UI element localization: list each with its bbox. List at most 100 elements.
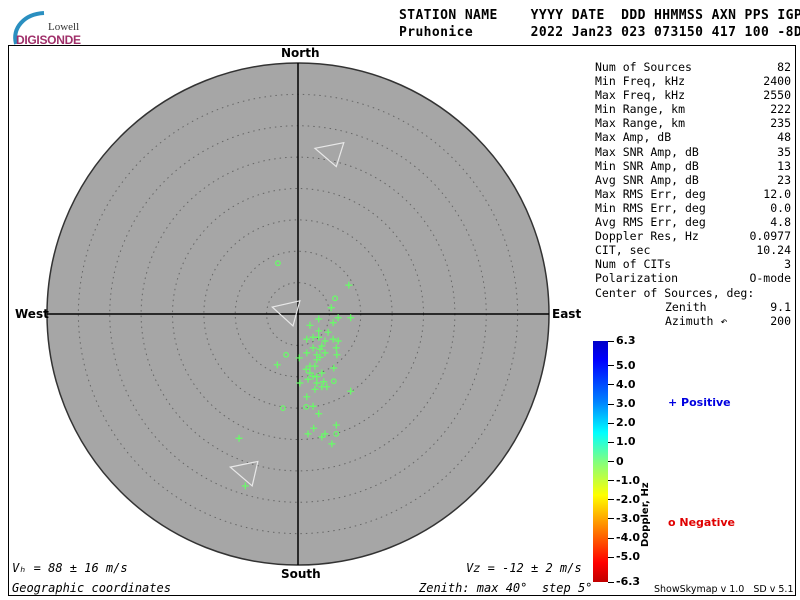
stat-row: Max SNR Amp, dB 35	[595, 145, 791, 159]
colorbar-tick: -4.0	[608, 531, 640, 544]
positive-source-mark	[296, 379, 304, 387]
colorbar-tick: 5.0	[608, 359, 636, 372]
positive-source-mark	[303, 349, 311, 357]
colorbar-tick: 2.0	[608, 416, 636, 429]
positive-source-mark	[241, 482, 249, 490]
digisonde-logo: Lowell DIGISONDE	[10, 10, 90, 47]
colorbar-label: Doppler, Hz	[640, 482, 651, 547]
positive-source-mark	[273, 361, 281, 369]
negative-source-mark	[333, 430, 340, 437]
negative-source-mark	[330, 378, 337, 385]
negative-source-mark	[283, 351, 289, 358]
stats-panel: Num of Sources 82 Min Freq, kHz 2400 Max Fre…	[595, 60, 791, 328]
positive-source-mark	[302, 365, 310, 373]
stat-value: 2400	[763, 74, 791, 89]
colorbar-tick: -1.0	[608, 474, 640, 487]
legend-positive: + Positive	[668, 396, 731, 409]
colorbar-tick: 1.0	[608, 435, 636, 448]
stat-label: Polarization	[595, 271, 679, 286]
stat-value: 235	[770, 116, 791, 131]
vz-readout: Vᴢ = -12 ± 2 m/s	[466, 561, 582, 575]
positive-source-mark	[321, 337, 329, 345]
positive-source-mark	[316, 345, 324, 353]
source-triangle	[271, 300, 301, 328]
stat-value: 82	[777, 60, 791, 74]
colorbar-tick: 0	[608, 455, 624, 468]
vh-readout: Vₕ = 88 ± 16 m/s	[12, 561, 128, 575]
stat-row: Avg SNR Amp, dB 23	[595, 173, 791, 187]
stat-row: Num of CITs 3	[595, 257, 791, 271]
colorbar-tick: -3.0	[608, 512, 640, 525]
stat-label: Min SNR Amp, dB	[595, 158, 699, 173]
positive-source-mark	[345, 281, 353, 289]
legend-negative-label: Negative	[679, 516, 736, 529]
stat-value: 13	[777, 158, 791, 173]
stat-value: 23	[777, 172, 791, 187]
stat-value: 0.0977	[749, 229, 791, 244]
legend-negative: o Negative	[668, 516, 736, 529]
positive-source-mark	[295, 354, 303, 362]
positive-source-mark	[334, 337, 342, 345]
plot-frame	[8, 45, 796, 596]
azimuth-row: Azimuth ↶ 200	[595, 314, 791, 328]
stat-label: Avg RMS Err, deg	[595, 215, 706, 230]
positive-source-mark	[303, 393, 311, 401]
stat-row: Min Range, km 222	[595, 102, 791, 116]
positive-source-mark	[306, 321, 314, 329]
positive-source-mark	[347, 314, 355, 322]
header-values: Pruhonice 2022 Jan23 023 073150 417 100 …	[399, 25, 800, 40]
stat-label: Max Range, km	[595, 116, 686, 131]
azimuth-value: 200	[770, 313, 791, 328]
stat-value: 35	[777, 144, 791, 159]
west-label: West	[15, 307, 49, 321]
header-labels: STATION NAME YYYY DATE DDD HHMMSS AXN PP…	[399, 8, 800, 23]
positive-source-mark	[321, 430, 329, 438]
positive-source-mark	[311, 385, 319, 393]
stat-value: 48	[777, 130, 791, 145]
positive-source-mark	[313, 373, 321, 381]
stat-row: Min RMS Err, deg 0.0	[595, 201, 791, 215]
legend-positive-label: Positive	[681, 396, 731, 409]
positive-source-mark	[329, 319, 337, 327]
positive-source-mark	[311, 362, 319, 370]
stat-label: Min RMS Err, deg	[595, 200, 706, 215]
azimuth-label: Azimuth ↶	[665, 313, 728, 328]
positive-source-mark	[313, 379, 321, 387]
positive-source-mark	[313, 356, 321, 364]
stat-row: Polarization O-mode	[595, 271, 791, 285]
positive-source-mark	[235, 434, 243, 442]
stat-label: CIT, sec	[595, 243, 651, 258]
positive-source-mark	[327, 304, 335, 312]
zenith-note: Zenith: max 40° step 5°	[419, 581, 593, 595]
positive-source-mark	[323, 383, 331, 391]
logo-text: Lowell	[48, 21, 80, 33]
stat-row: Max Amp, dB 48	[595, 130, 791, 144]
stat-value: 3	[784, 257, 791, 272]
stat-label: Max SNR Amp, dB	[595, 144, 699, 159]
stat-row: Num of Sources 82	[595, 60, 791, 74]
stat-value: 0.0	[770, 200, 791, 215]
positive-source-mark	[306, 369, 314, 377]
colorbar-tick: 3.0	[608, 397, 636, 410]
positive-source-mark	[304, 430, 312, 438]
logo-arc-icon	[13, 11, 45, 45]
positive-source-mark	[315, 333, 323, 341]
negative-source-mark	[280, 405, 286, 412]
coords-note: Geographic coordinates	[12, 581, 171, 595]
positive-source-mark	[321, 349, 329, 357]
source-triangle	[228, 460, 259, 488]
negative-source-mark	[332, 295, 338, 302]
zenith-label: Zenith	[665, 299, 707, 314]
colorbar-tick: 4.0	[608, 378, 636, 391]
colorbar-tick: -6.3	[608, 575, 640, 588]
positive-source-mark	[318, 369, 326, 377]
positive-source-mark	[304, 375, 312, 383]
positive-source-mark	[315, 327, 323, 335]
positive-source-mark	[318, 433, 326, 441]
stat-row: Min SNR Amp, dB 13	[595, 159, 791, 173]
positive-source-mark	[309, 402, 317, 410]
stat-row: CIT, sec 10.24	[595, 243, 791, 257]
positive-source-mark	[332, 421, 340, 429]
positive-source-mark	[328, 440, 336, 448]
